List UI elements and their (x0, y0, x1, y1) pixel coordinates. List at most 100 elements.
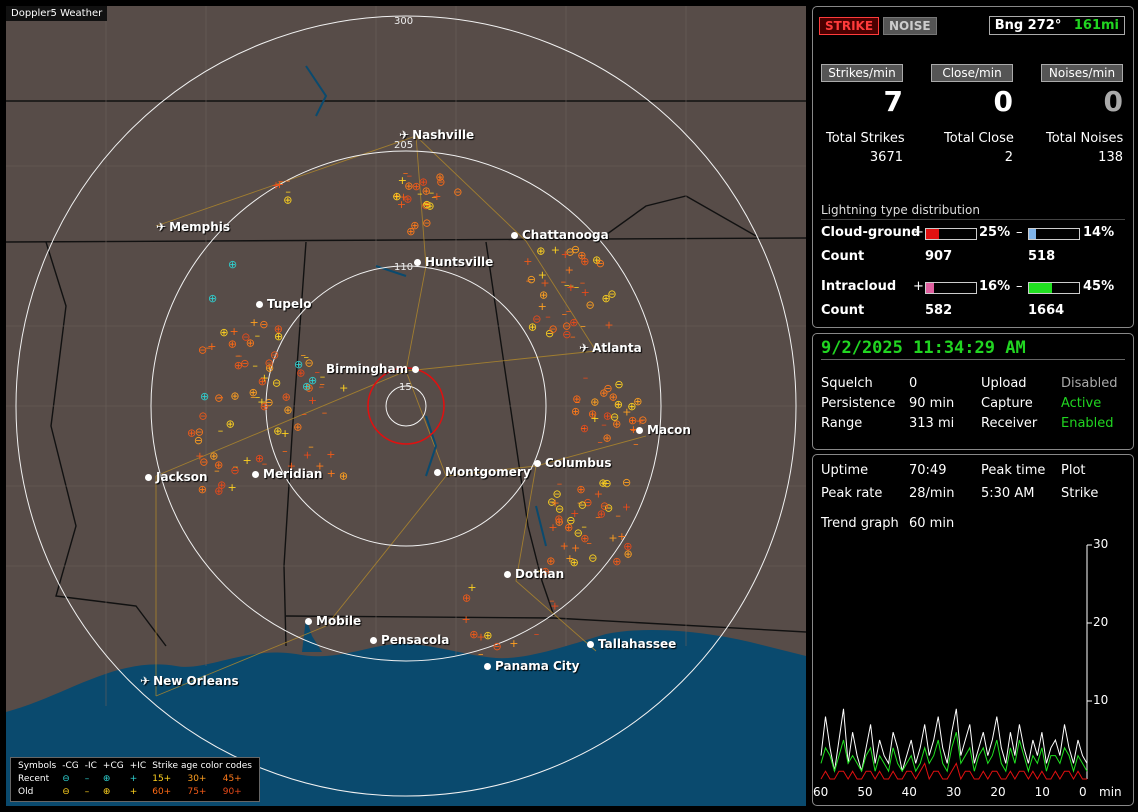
strike-marker: + (551, 244, 560, 257)
strike-marker: ⊕ (598, 477, 607, 490)
strike-marker: ⊕ (612, 555, 621, 568)
recent-strike-marker: ⊕ (294, 358, 303, 371)
strike-marker: ⊖ (214, 392, 223, 405)
strike-marker: + (548, 521, 557, 534)
strike-marker: – (562, 308, 568, 321)
strike-marker: + (635, 414, 644, 427)
receiver-value: Enabled (1061, 416, 1114, 431)
strike-marker: ⊖ (195, 426, 204, 439)
ic-minus-bar (1028, 282, 1080, 294)
strike-marker: – (534, 628, 540, 641)
strike-marker: ⊕ (624, 548, 633, 561)
upload-value: Disabled (1061, 376, 1118, 391)
strike-marker: + (622, 500, 631, 513)
strike-marker: + (604, 318, 613, 331)
strike-marker: + (581, 286, 590, 299)
strike-marker: ⊖ (199, 456, 208, 469)
cg-plus-percent: 25% (979, 225, 1011, 240)
strike-marker: – (252, 359, 258, 372)
strike-marker: + (608, 531, 617, 544)
strike-marker: ⊕ (483, 629, 492, 642)
city-dot-icon (414, 259, 421, 266)
city-meridian: Meridian (252, 467, 322, 481)
distribution-divider (821, 219, 1125, 220)
strike-marker: ⊕ (410, 219, 419, 232)
strike-marker: – (407, 169, 413, 182)
strike-marker: – (581, 520, 587, 533)
strike-marker: – (580, 276, 586, 289)
strike-marker: ⊖ (527, 273, 536, 286)
city-atlanta: ✈ Atlanta (579, 341, 642, 355)
x-tick-label: 10 (1034, 785, 1050, 799)
county-lines (6, 6, 806, 706)
strike-marker: ⊕ (273, 425, 282, 438)
strike-marker: ⊖ (421, 199, 430, 212)
age-30: 30+ (187, 774, 207, 784)
city-name: Dothan (515, 567, 565, 581)
ic-minus-count: 1664 (1028, 303, 1065, 318)
city-dot-icon (412, 366, 420, 373)
noises-per-min-label: Noises/min (1041, 64, 1123, 82)
lightning-map[interactable]: Doppler5 Weather (6, 6, 806, 806)
strike-marker: ⊕ (614, 398, 623, 411)
strike-marker: ⊖ (422, 198, 431, 211)
strike-marker: ⊕ (234, 359, 243, 372)
y-tick-label: 20 (1093, 615, 1109, 629)
strike-marker: ⊖ (553, 488, 562, 501)
y-tick-label: 10 (1093, 693, 1109, 707)
plot-value[interactable]: Strike (1061, 486, 1099, 501)
strike-marker: + (565, 552, 574, 565)
strike-marker: ⊕ (588, 408, 597, 421)
strike-marker: ⊖ (622, 476, 631, 489)
legend-header-pos-cg: +CG (102, 761, 124, 771)
strike-marker: + (561, 248, 570, 261)
strike-mode-button[interactable]: STRIKE (819, 17, 880, 35)
cg-plus-bar (925, 228, 977, 240)
city-nashville: ✈ Nashville (399, 128, 474, 142)
squelch-label: Squelch (821, 376, 873, 391)
legend-row-old: Old (18, 787, 34, 797)
strike-marker: ⊖ (566, 514, 575, 527)
strike-marker: ⊕ (283, 404, 292, 417)
strike-marker: – (237, 349, 243, 362)
strike-marker: – (304, 350, 310, 363)
city-dot-icon (587, 641, 594, 648)
strike-marker: ⊕ (528, 320, 537, 333)
stats-panel: Uptime 70:49 Peak time Plot Peak rate 28… (812, 454, 1134, 806)
ic-plus-count: 582 (925, 303, 953, 318)
mobile-bay (302, 618, 322, 652)
pos-ic-recent-icon: + (129, 774, 138, 784)
strike-marker: – (285, 185, 291, 198)
peak-rate-label: Peak rate (821, 486, 883, 501)
strike-marker: – (549, 594, 555, 607)
strike-marker: ⊖ (547, 496, 556, 509)
x-tick-label: 30 (946, 785, 962, 799)
noise-mode-button[interactable]: NOISE (883, 17, 937, 35)
legend-header-neg-ic: -IC (84, 761, 97, 771)
neg-cg-recent-icon: ⊖ (62, 774, 70, 784)
strike-marker: + (275, 178, 284, 191)
strike-marker: + (523, 255, 532, 268)
strike-marker: + (629, 423, 638, 436)
datetime-display: 9/2/2025 11:34:29 AM (821, 338, 1026, 358)
x-tick-label: 60 (813, 785, 829, 799)
strike-marker: ⊕ (214, 484, 223, 497)
strike-marker: + (467, 581, 476, 594)
strike-marker: + (540, 276, 549, 289)
strike-marker: + (622, 405, 631, 418)
strike-marker: + (565, 264, 574, 277)
strike-marker: + (566, 281, 575, 294)
city-name: Chattanooga (522, 228, 609, 242)
strike-marker: + (571, 541, 580, 554)
strike-marker: – (633, 437, 639, 450)
strike-marker: + (560, 540, 569, 553)
strike-marker: + (550, 599, 559, 612)
city-name: Birmingham (326, 362, 409, 376)
strike-marker: ⊖ (604, 502, 613, 515)
strike-marker: – (583, 371, 589, 384)
strike-marker: + (538, 300, 547, 313)
x-tick-label: 40 (901, 785, 917, 799)
strike-marker: ⊕ (282, 390, 291, 403)
distribution-title: Lightning type distribution (821, 203, 980, 217)
strike-marker: ⊖ (305, 356, 314, 369)
